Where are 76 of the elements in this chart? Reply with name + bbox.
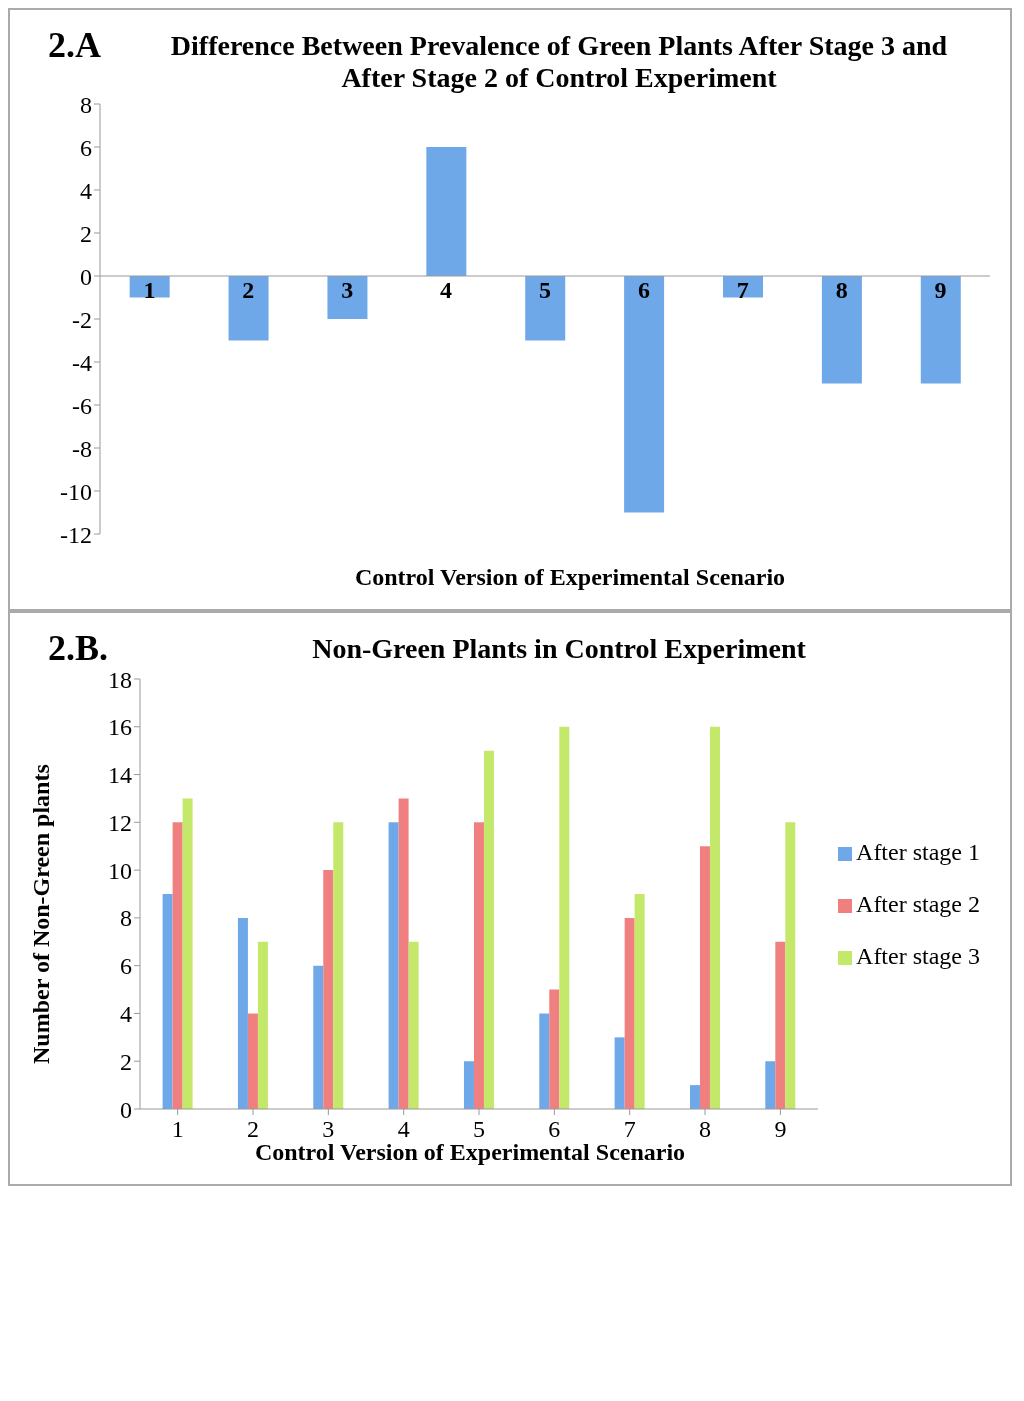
bar	[614, 1037, 625, 1109]
legend-label: After stage 2	[856, 891, 980, 917]
y-tick-label: 18	[108, 666, 132, 693]
y-tick-label: 2	[80, 220, 92, 247]
x-tick-label: 1	[143, 277, 156, 303]
bar	[775, 941, 786, 1109]
x-tick-label: 5	[539, 277, 551, 303]
x-tick-label: 2	[247, 1116, 260, 1142]
x-axis-title: Control Version of Experimental Scenario	[353, 564, 787, 591]
bar	[539, 1013, 550, 1109]
legend-label: After stage 1	[856, 839, 980, 865]
x-tick-label: 8	[699, 1116, 712, 1142]
y-tick-label: -10	[60, 478, 92, 505]
x-tick-label: 2	[242, 277, 255, 303]
chart-title: Non-Green Plants in Control Experiment	[311, 633, 807, 665]
text: 2.A	[48, 25, 101, 65]
bar	[699, 846, 710, 1109]
y-tick-label: 10	[108, 857, 132, 884]
y-tick-label: 4	[120, 1000, 132, 1027]
y-axis-title: Number of Non-Green plants	[27, 764, 54, 1064]
bar	[237, 917, 248, 1109]
chart-title: Difference Between Prevalence of Green Plants After Stage 3 and After Stage 2 of Control Experiment	[169, 30, 949, 94]
text: 2.B.	[48, 628, 109, 668]
x-tick-label: 6	[548, 1116, 561, 1142]
x-tick-label: 9	[774, 1116, 787, 1142]
y-tick-label: -4	[72, 349, 92, 376]
bar	[709, 726, 720, 1109]
bar	[483, 750, 494, 1109]
bar	[689, 1085, 700, 1109]
bar	[172, 822, 183, 1109]
bar	[257, 941, 268, 1109]
y-tick-label: 4	[80, 177, 92, 204]
x-tick-label: 5	[473, 1116, 486, 1142]
x-tick-label: 4	[440, 277, 453, 303]
y-tick-label: 16	[108, 714, 132, 741]
bar	[313, 965, 324, 1109]
bar	[398, 798, 409, 1109]
bar	[473, 822, 484, 1109]
bar	[549, 989, 560, 1109]
bar	[463, 1061, 474, 1109]
x-tick-label: 4	[397, 1116, 410, 1142]
bar	[634, 894, 645, 1109]
bar	[388, 822, 399, 1109]
y-tick-label: 0	[120, 1096, 132, 1123]
y-tick-label: -12	[60, 521, 92, 548]
y-tick-label: 0	[80, 263, 92, 290]
y-tick-label: 2	[120, 1048, 132, 1075]
x-tick-label: 6	[637, 277, 650, 303]
y-tick-label: 8	[80, 91, 92, 118]
x-tick-label: 9	[934, 277, 947, 303]
bar	[333, 822, 344, 1109]
x-tick-label: 3	[322, 1116, 335, 1142]
y-tick-label: -6	[72, 392, 92, 419]
bar	[785, 822, 796, 1109]
y-tick-label: 8	[120, 905, 132, 932]
x-tick-label: 3	[341, 277, 354, 303]
bar	[323, 870, 334, 1109]
x-tick-label: 8	[835, 277, 848, 303]
bar	[624, 917, 635, 1109]
bar	[247, 1013, 258, 1109]
y-tick-label: 12	[108, 809, 132, 836]
bar	[182, 798, 193, 1109]
bar	[765, 1061, 776, 1109]
x-axis-title: Control Version of Experimental Scenario	[254, 1139, 686, 1165]
legend-label: After stage 3	[856, 943, 980, 969]
bar	[162, 894, 173, 1109]
bar	[408, 941, 419, 1109]
y-tick-label: 14	[108, 762, 132, 789]
y-tick-label: -8	[72, 435, 92, 462]
x-tick-label: 7	[736, 277, 749, 303]
x-tick-label: 7	[623, 1116, 636, 1142]
bar	[559, 726, 570, 1109]
x-tick-label: 1	[171, 1116, 184, 1142]
y-tick-label: 6	[80, 134, 92, 161]
y-tick-label: -2	[72, 306, 92, 333]
y-tick-label: 6	[120, 953, 132, 980]
